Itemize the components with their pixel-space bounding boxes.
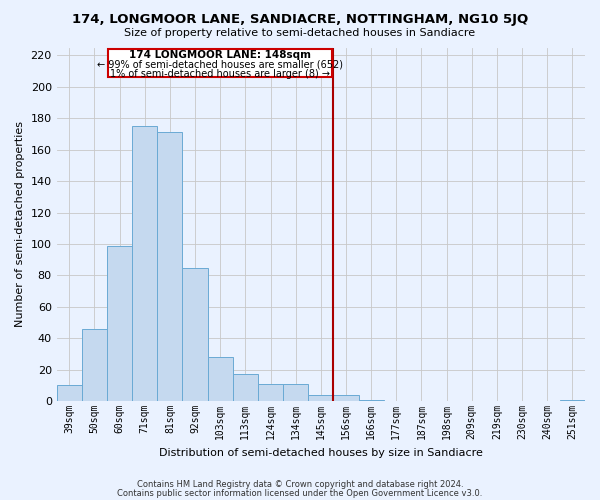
FancyBboxPatch shape	[108, 49, 332, 78]
Bar	[359, 400, 384, 401]
Bar	[334, 395, 359, 401]
Text: 174 LONGMOOR LANE: 148sqm: 174 LONGMOOR LANE: 148sqm	[129, 50, 311, 60]
Bar	[208, 357, 233, 401]
Text: 1% of semi-detached houses are larger (8) →: 1% of semi-detached houses are larger (8…	[110, 69, 330, 79]
Bar	[56, 386, 82, 401]
Bar	[107, 246, 132, 401]
Text: ← 99% of semi-detached houses are smaller (652): ← 99% of semi-detached houses are smalle…	[97, 60, 343, 70]
Bar	[308, 395, 334, 401]
Bar	[157, 132, 182, 401]
X-axis label: Distribution of semi-detached houses by size in Sandiacre: Distribution of semi-detached houses by …	[159, 448, 483, 458]
Bar	[132, 126, 157, 401]
Y-axis label: Number of semi-detached properties: Number of semi-detached properties	[15, 122, 25, 328]
Text: Size of property relative to semi-detached houses in Sandiacre: Size of property relative to semi-detach…	[124, 28, 476, 38]
Bar	[283, 384, 308, 401]
Bar	[258, 384, 283, 401]
Text: Contains public sector information licensed under the Open Government Licence v3: Contains public sector information licen…	[118, 489, 482, 498]
Text: Contains HM Land Registry data © Crown copyright and database right 2024.: Contains HM Land Registry data © Crown c…	[137, 480, 463, 489]
Text: 174, LONGMOOR LANE, SANDIACRE, NOTTINGHAM, NG10 5JQ: 174, LONGMOOR LANE, SANDIACRE, NOTTINGHA…	[72, 12, 528, 26]
Bar	[560, 400, 585, 401]
Bar	[82, 329, 107, 401]
Bar	[182, 268, 208, 401]
Bar	[233, 374, 258, 401]
